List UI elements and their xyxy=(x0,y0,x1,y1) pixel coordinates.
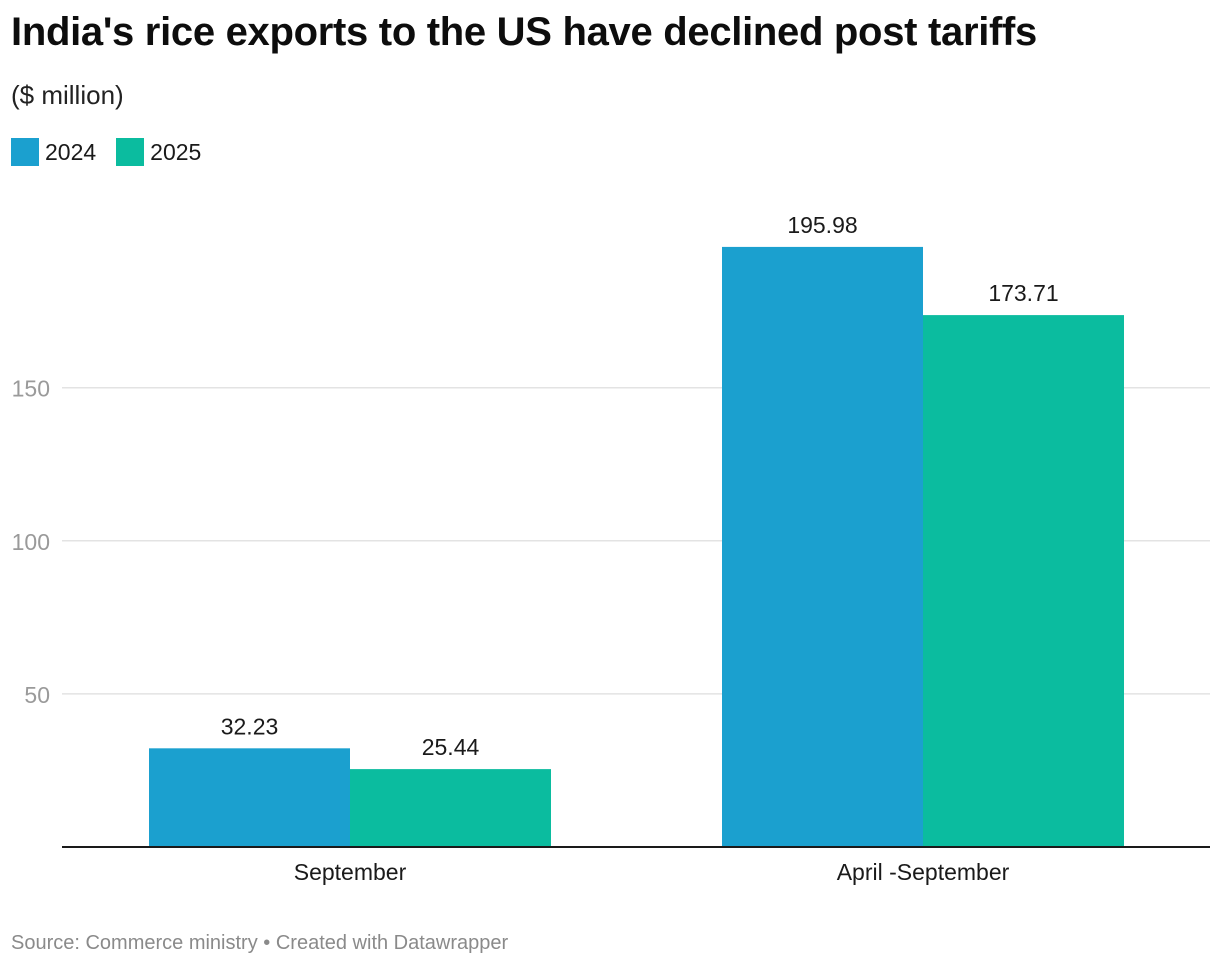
legend-item-2024: 2024 xyxy=(11,138,96,166)
value-label: 32.23 xyxy=(221,713,279,739)
value-label: 173.71 xyxy=(988,280,1058,306)
chart-legend: 2024 2025 xyxy=(11,138,221,166)
footer-credit: Created with Datawrapper xyxy=(275,932,509,954)
bar-2024-september xyxy=(149,748,350,847)
y-axis-ticks: 50 100 150 xyxy=(12,376,50,708)
y-tick-label: 100 xyxy=(12,529,50,555)
legend-swatch-2025 xyxy=(116,138,145,166)
chart-footer: Source: Commerce ministry • Created with… xyxy=(11,932,508,955)
x-tick-label: April -September xyxy=(837,859,1010,885)
legend-label-2025: 2025 xyxy=(150,138,202,165)
chart-title: India's rice exports to the US have decl… xyxy=(11,10,1038,54)
x-tick-label: September xyxy=(294,859,407,885)
bar-2025-september xyxy=(350,769,551,847)
chart-subtitle: ($ million) xyxy=(11,80,124,110)
legend-label-2024: 2024 xyxy=(45,138,97,165)
value-label: 195.98 xyxy=(787,212,857,238)
value-labels: 32.23 25.44 195.98 173.71 xyxy=(221,212,1059,760)
y-tick-label: 50 xyxy=(24,682,50,708)
legend-swatch-2024 xyxy=(11,138,39,166)
y-tick-label: 150 xyxy=(12,376,50,402)
footer-source: Source: Commerce ministry xyxy=(11,932,258,954)
footer-separator: • xyxy=(257,932,276,954)
legend-item-2025: 2025 xyxy=(116,138,201,166)
bar-2025-april-september xyxy=(923,315,1124,847)
bars xyxy=(149,246,1124,847)
bar-2024-april-september xyxy=(722,246,923,847)
x-axis-labels: September April -September xyxy=(294,859,1010,885)
value-label: 25.44 xyxy=(422,734,480,760)
